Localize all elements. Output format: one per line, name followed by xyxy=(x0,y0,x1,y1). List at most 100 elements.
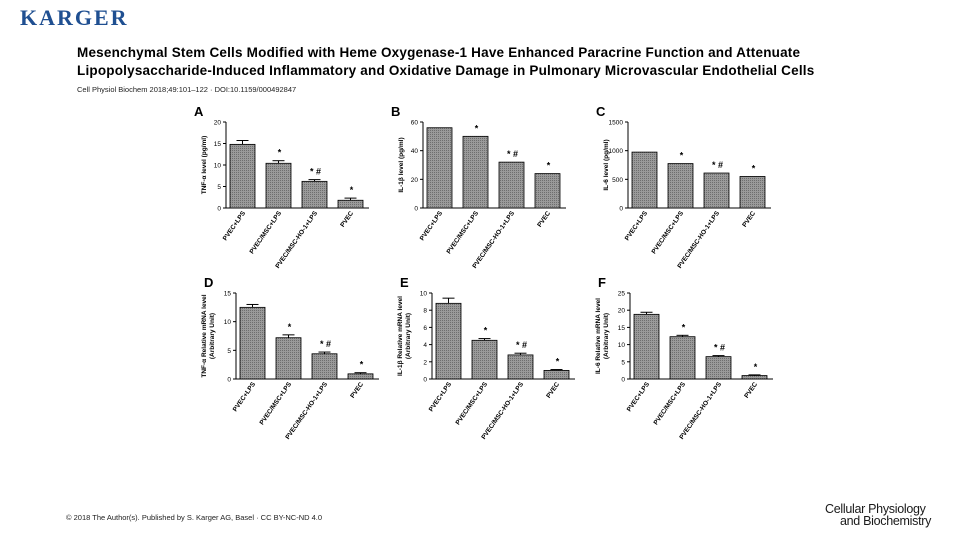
significance-c-4: * xyxy=(752,163,756,173)
bar-b-4 xyxy=(534,173,561,209)
y-tick-label-a: 5 xyxy=(217,184,221,191)
bar-e-1 xyxy=(435,302,462,380)
y-tick-label-f: 25 xyxy=(618,291,626,298)
significance-e-2: * xyxy=(484,326,488,336)
bar-f-1 xyxy=(633,313,660,380)
panel-label-a: A xyxy=(194,104,204,119)
y-tick-label-b: 0 xyxy=(414,206,418,213)
bar-a-4 xyxy=(337,199,364,209)
y-tick-label-d: 10 xyxy=(224,319,232,326)
category-label-f-2: PVEC/MSC+LPS xyxy=(653,381,688,427)
y-tick-label-a: 10 xyxy=(214,163,222,170)
category-label-c-4: PVEC xyxy=(741,210,757,229)
panel-label-e: E xyxy=(400,275,409,290)
category-label-c-3: PVEC/MSC-HO-1+LPS xyxy=(676,210,721,270)
copyright-footer: © 2018 The Author(s). Published by S. Ka… xyxy=(66,513,323,522)
category-label-b-1: PVEC+LPS xyxy=(419,210,445,243)
y-tick-label-f: 5 xyxy=(621,359,625,366)
category-label-e-1: PVEC+LPS xyxy=(428,381,454,414)
significance-e-4: * xyxy=(556,357,560,367)
category-label-f-3: PVEC/MSC-HO-1+LPS xyxy=(678,381,723,441)
panel-label-b: B xyxy=(391,104,400,119)
y-tick-label-c: 1000 xyxy=(609,148,624,155)
panel-label-d: D xyxy=(204,275,213,290)
y-tick-label-e: 2 xyxy=(423,359,427,366)
bar-c-3 xyxy=(703,172,730,209)
bar-f-3 xyxy=(705,356,732,380)
y-tick-label-e: 10 xyxy=(420,291,428,298)
significance-d-3: * # xyxy=(320,339,331,349)
y-tick-label-b: 20 xyxy=(411,177,419,184)
y-tick-label-a: 20 xyxy=(214,120,222,127)
category-label-d-4: PVEC xyxy=(349,381,365,400)
bar-f-4 xyxy=(741,375,768,380)
y-axis-label-a: TNF-α level (pg/ml) xyxy=(201,136,208,195)
category-label-e-3: PVEC/MSC-HO-1+LPS xyxy=(480,381,525,441)
y-tick-label-c: 0 xyxy=(619,206,623,213)
category-label-c-1: PVEC+LPS xyxy=(624,210,650,243)
significance-d-4: * xyxy=(360,360,364,370)
significance-b-4: * xyxy=(547,161,551,171)
significance-c-2: * xyxy=(680,151,684,161)
y-axis-label-c: IL-6 level (pg/ml) xyxy=(603,139,610,190)
significance-a-4: * xyxy=(350,185,354,195)
y-axis-label-b: IL-1β level (pg/ml) xyxy=(398,137,405,192)
slide-title: Mesenchymal Stem Cells Modified with Hem… xyxy=(77,44,937,80)
category-label-a-3: PVEC/MSC-HO-1+LPS xyxy=(274,210,319,270)
category-label-b-4: PVEC xyxy=(536,210,552,229)
category-label-d-2: PVEC/MSC+LPS xyxy=(259,381,294,427)
y-axis-label-d: (Arbitrary Unit) xyxy=(209,313,216,359)
title-line-2: Lipopolysaccharide-Induced Inflammatory … xyxy=(77,63,815,78)
category-label-a-4: PVEC xyxy=(339,210,355,229)
y-tick-label-a: 15 xyxy=(214,141,222,148)
significance-d-2: * xyxy=(288,322,292,332)
bar-d-4 xyxy=(347,373,374,380)
bar-d-1 xyxy=(239,306,266,380)
panel-label-f: F xyxy=(598,275,606,290)
y-tick-label-b: 60 xyxy=(411,120,419,127)
y-tick-label-f: 20 xyxy=(618,308,626,315)
bar-b-3 xyxy=(498,161,525,209)
category-label-e-4: PVEC xyxy=(545,381,561,400)
category-label-e-2: PVEC/MSC+LPS xyxy=(455,381,490,427)
category-label-f-4: PVEC xyxy=(743,381,759,400)
y-axis-label-f: IL-6 Relative mRNA level xyxy=(595,298,602,374)
category-label-c-2: PVEC/MSC+LPS xyxy=(651,210,686,256)
brand-line-1: Cellular Physiology xyxy=(825,502,926,516)
panel-label-c: C xyxy=(596,104,606,119)
y-tick-label-e: 6 xyxy=(423,325,427,332)
bar-e-3 xyxy=(507,354,534,380)
category-label-b-3: PVEC/MSC-HO-1+LPS xyxy=(471,210,516,270)
significance-b-3: * # xyxy=(507,149,518,159)
significance-f-2: * xyxy=(682,322,686,332)
y-axis-label-d: TNF-α Relative mRNA level xyxy=(201,294,208,377)
bar-a-1 xyxy=(229,143,256,209)
y-tick-label-e: 4 xyxy=(423,342,427,349)
bar-f-2 xyxy=(669,336,696,380)
significance-c-3: * # xyxy=(712,160,723,170)
y-axis-label-e: IL-1β Relative mRNA level xyxy=(397,296,404,376)
y-tick-label-e: 8 xyxy=(423,308,427,315)
brand-line-2: and Biochemistry xyxy=(840,514,932,528)
y-tick-label-d: 5 xyxy=(227,348,231,355)
y-tick-label-c: 1500 xyxy=(609,120,624,127)
category-label-b-2: PVEC/MSC+LPS xyxy=(446,210,481,256)
bar-a-3 xyxy=(301,180,328,209)
karger-logo: KARGER xyxy=(20,5,129,30)
y-axis-label-f: (Arbitrary Unit) xyxy=(603,313,610,359)
significance-f-3: * # xyxy=(714,343,725,353)
significance-b-2: * xyxy=(475,123,479,133)
significance-e-3: * # xyxy=(516,340,527,350)
citation: Cell Physiol Biochem 2018;49:101–122 · D… xyxy=(77,85,297,94)
y-tick-label-f: 10 xyxy=(618,342,626,349)
bar-d-2 xyxy=(275,337,302,380)
y-tick-label-f: 0 xyxy=(621,377,625,384)
title-line-1: Mesenchymal Stem Cells Modified with Hem… xyxy=(77,45,801,60)
bar-c-1 xyxy=(631,151,658,209)
y-tick-label-b: 40 xyxy=(411,148,419,155)
y-tick-label-f: 15 xyxy=(618,325,626,332)
y-axis-label-e: (Arbitrary Unit) xyxy=(405,313,412,359)
bar-c-4 xyxy=(739,176,766,209)
journal-brand: Cellular Physiology and Biochemistry xyxy=(825,502,932,528)
